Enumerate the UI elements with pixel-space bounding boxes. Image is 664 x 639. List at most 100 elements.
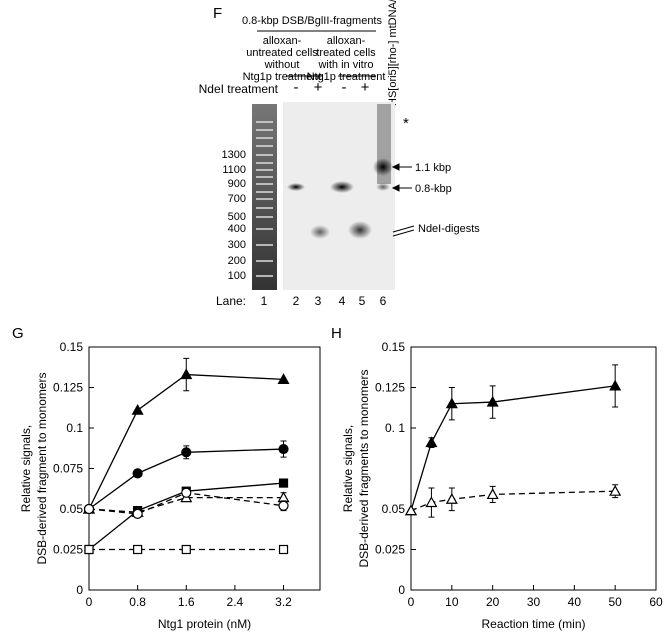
lane-sign: - — [294, 79, 299, 96]
marker — [404, 504, 418, 516]
x-tick-label: 2.4 — [227, 595, 244, 609]
y-tick-label: 0. 1 — [385, 421, 405, 435]
ladder-label: 400 — [228, 223, 246, 235]
lane-number: 3 — [315, 294, 322, 308]
ladder-label: 700 — [228, 193, 246, 205]
marker — [132, 468, 143, 479]
lane-sign: - — [342, 79, 347, 96]
y-tick-label: 0 — [398, 583, 405, 597]
y-axis-label: Relative signals, — [341, 425, 355, 512]
group-text: with in vitro — [317, 59, 373, 71]
panel-label: H — [331, 325, 342, 342]
group-text: alloxan- — [263, 35, 302, 47]
y-axis-label: Relative signals, — [19, 425, 33, 512]
y-axis-label: DSB-derived fragments to monomers — [357, 369, 371, 567]
series-line — [88, 482, 284, 551]
marker — [132, 508, 143, 519]
marker — [445, 397, 458, 409]
treatment-label: NdeI treatment — [199, 82, 279, 96]
y-tick-label: 0.125 — [375, 381, 405, 395]
gel — [283, 102, 395, 290]
group-text: Ntg1p treatment — [307, 71, 386, 83]
band — [287, 183, 305, 191]
y-tick-label: 0.125 — [53, 381, 83, 395]
marker — [609, 379, 622, 391]
arrows — [391, 163, 415, 237]
panel-label: G — [12, 325, 24, 342]
marker — [181, 447, 192, 458]
panel-f: F 0.8-kbp DSB/BglII-fragments alloxan- u… — [199, 0, 481, 308]
marker — [425, 496, 438, 508]
gel-header: 0.8-kbp DSB/BglII-fragments — [242, 15, 383, 27]
marker — [278, 544, 289, 555]
band — [330, 181, 354, 193]
group-text: treated cells — [316, 47, 376, 59]
marker — [609, 484, 622, 496]
marker — [131, 403, 144, 415]
y-tick-label: 0.025 — [53, 543, 83, 557]
marker — [278, 500, 289, 511]
lane-sign: + — [314, 79, 323, 96]
marker-lane-label: HS[ori5][rho-] mtDNA/BglII — [387, 0, 399, 106]
star: * — [403, 115, 409, 132]
ladder-label: 1100 — [222, 164, 246, 176]
lane-number: 1 — [261, 294, 268, 308]
marker — [133, 544, 143, 555]
arrow-label: 0.8-kbp — [415, 183, 452, 195]
x-axis-label: Reaction time (min) — [481, 617, 585, 631]
band — [373, 158, 393, 176]
y-tick-label: 0.15 — [382, 340, 406, 354]
x-tick-label: 0.8 — [129, 595, 146, 609]
band — [310, 225, 330, 239]
band — [348, 221, 372, 239]
series-line — [88, 497, 284, 513]
marker — [84, 544, 94, 555]
marker — [181, 487, 192, 498]
lane-sign: + — [361, 79, 370, 96]
y-tick-label: 0 — [76, 583, 83, 597]
x-tick-label: 3.2 — [275, 595, 292, 609]
panel-label: F — [213, 5, 222, 22]
ladder-bands — [256, 121, 273, 277]
ladder-label: 900 — [228, 178, 246, 190]
ladder-label: 300 — [228, 239, 246, 251]
y-tick-label: 0.05 — [382, 502, 406, 516]
marker — [83, 503, 95, 515]
marker — [425, 436, 438, 448]
x-tick-label: 20 — [486, 595, 500, 609]
y-tick-label: 0.15 — [60, 340, 84, 354]
marker — [180, 368, 193, 380]
y-tick-label: 0.025 — [375, 543, 405, 557]
x-tick-label: 30 — [527, 595, 541, 609]
ladder-label: 1300 — [222, 149, 246, 161]
arrow-label: NdeI-digests — [418, 223, 480, 235]
marker — [486, 395, 499, 407]
lane-number: 2 — [293, 294, 300, 308]
ladder-lane — [252, 104, 277, 290]
marker — [486, 488, 499, 500]
x-tick-label: 10 — [445, 595, 459, 609]
lane-number: 4 — [339, 294, 346, 308]
marker — [445, 493, 458, 504]
x-tick-label: 50 — [608, 595, 622, 609]
marker — [278, 443, 289, 455]
series-line — [410, 490, 616, 512]
x-tick-label: 0 — [408, 595, 415, 609]
x-tick-label: 60 — [649, 595, 663, 609]
ladder-label: 200 — [228, 255, 246, 267]
x-tick-label: 1.6 — [178, 595, 195, 609]
y-tick-label: 0.05 — [60, 502, 84, 516]
lane-number: 6 — [380, 294, 387, 308]
series-line — [88, 373, 284, 510]
lane-number: 5 — [359, 294, 366, 308]
lane-label: Lane: — [216, 294, 246, 308]
group-text: alloxan- — [327, 35, 366, 47]
y-tick-label: 0.1 — [66, 421, 83, 435]
x-axis-label: Ntg1 protein (nM) — [158, 617, 251, 631]
marker — [181, 544, 191, 555]
marker — [277, 373, 290, 384]
y-axis-label: DSB-derived fragment to monomers — [35, 372, 49, 564]
x-tick-label: 40 — [568, 595, 582, 609]
ladder-label: 100 — [228, 270, 246, 282]
ladder-label: 500 — [228, 211, 246, 223]
